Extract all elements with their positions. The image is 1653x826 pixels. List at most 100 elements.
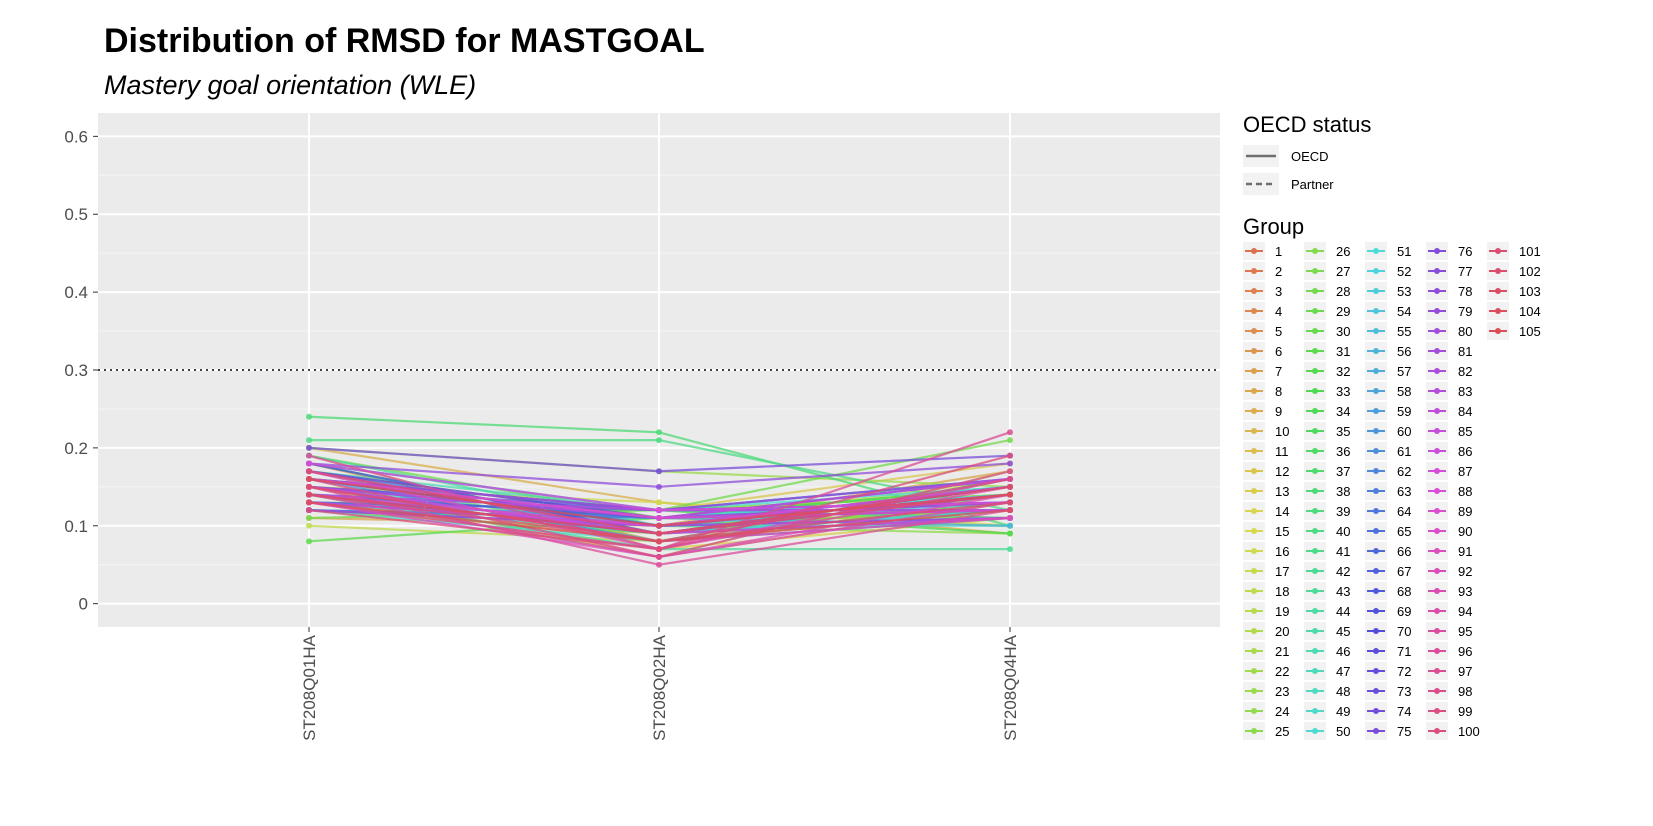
legend-group-point (1373, 368, 1379, 374)
data-point (306, 413, 312, 420)
legend-group-label: 53 (1397, 284, 1411, 299)
legend-group-point (1251, 388, 1257, 394)
legend-group-label: 82 (1458, 364, 1472, 379)
data-point (656, 483, 662, 490)
legend-group-point (1373, 308, 1379, 314)
legend-group-point (1373, 248, 1379, 254)
legend-group-label: 84 (1458, 404, 1472, 419)
legend-group-point (1434, 268, 1440, 274)
legend-group-point (1251, 568, 1257, 574)
data-point (306, 468, 312, 475)
legend-group-label: 80 (1458, 324, 1472, 339)
legend-group-label: 75 (1397, 724, 1411, 739)
legend-group-point (1434, 408, 1440, 414)
legend-group-point (1312, 728, 1318, 734)
legend-group-label: 51 (1397, 244, 1411, 259)
legend-group-label: 34 (1336, 404, 1350, 419)
chart-title: Distribution of RMSD for MASTGOAL (104, 22, 705, 60)
legend-group-point (1373, 328, 1379, 334)
data-point (656, 468, 662, 475)
legend-group-label: 23 (1275, 684, 1289, 699)
legend-group-label: 96 (1458, 644, 1472, 659)
legend-group-label: 4 (1275, 304, 1282, 319)
legend-group-label: 91 (1458, 544, 1472, 559)
legend-group-label: 100 (1458, 724, 1480, 739)
legend-group-point (1373, 688, 1379, 694)
linetype-legend-title: OECD status (1243, 112, 1372, 137)
legend-group-label: 86 (1458, 444, 1472, 459)
legend-group-point (1312, 628, 1318, 634)
legend-group-point (1312, 388, 1318, 394)
data-point (1007, 491, 1013, 498)
legend-group-label: 22 (1275, 664, 1289, 679)
chart-subtitle: Mastery goal orientation (WLE) (104, 70, 477, 100)
legend-group-label: 43 (1336, 584, 1350, 599)
legend-group-point (1312, 328, 1318, 334)
legend-group-point (1434, 608, 1440, 614)
legend-group-label: 8 (1275, 384, 1282, 399)
data-point (656, 514, 662, 521)
legend-group-label: 3 (1275, 284, 1282, 299)
legend-group-point (1434, 468, 1440, 474)
legend-group-point (1251, 608, 1257, 614)
legend-group-label: 9 (1275, 404, 1282, 419)
legend-group-point (1312, 308, 1318, 314)
legend-group-point (1495, 248, 1501, 254)
y-tick-label: 0.3 (64, 361, 88, 380)
legend-group-label: 12 (1275, 464, 1289, 479)
legend-group-point (1251, 248, 1257, 254)
legend-group-point (1312, 548, 1318, 554)
legend-group-label: 103 (1519, 284, 1541, 299)
legend-group-point (1495, 328, 1501, 334)
x-tick-label: ST208Q01HA (300, 634, 319, 740)
legend-group-label: 14 (1275, 504, 1289, 519)
y-tick-label: 0.5 (64, 205, 88, 224)
legend-group-label: 99 (1458, 704, 1472, 719)
legend-group-point (1434, 568, 1440, 574)
data-point (1007, 546, 1013, 553)
legend-group-label: 71 (1397, 644, 1411, 659)
data-point (1007, 476, 1013, 483)
legend-group-point (1373, 408, 1379, 414)
legend-group-point (1312, 468, 1318, 474)
legend-group-label: 68 (1397, 584, 1411, 599)
legend-group-label: 1 (1275, 244, 1282, 259)
legend-group-label: 35 (1336, 424, 1350, 439)
data-point (656, 429, 662, 436)
data-point (1007, 483, 1013, 490)
data-point (1007, 522, 1013, 529)
legend-group-label: 37 (1336, 464, 1350, 479)
legend-group-point (1373, 568, 1379, 574)
legend-linetype-label: Partner (1291, 177, 1334, 192)
legend-group-label: 13 (1275, 484, 1289, 499)
legend-group-point (1251, 508, 1257, 514)
legend-group-point (1312, 568, 1318, 574)
legend-group-point (1251, 328, 1257, 334)
y-tick-label: 0.1 (64, 517, 88, 536)
legend-group-point (1312, 608, 1318, 614)
legend-group-point (1373, 528, 1379, 534)
legend-group-point (1251, 348, 1257, 354)
legend-group-point (1312, 428, 1318, 434)
legend-group-label: 66 (1397, 544, 1411, 559)
y-tick-label: 0 (79, 595, 88, 614)
y-tick-label: 0.4 (64, 283, 88, 302)
legend-group-label: 54 (1397, 304, 1411, 319)
legend-group-label: 47 (1336, 664, 1350, 679)
legend-group-point (1251, 688, 1257, 694)
data-point (306, 499, 312, 506)
legend-group-point (1373, 428, 1379, 434)
legend-group-label: 81 (1458, 344, 1472, 359)
legend-group-label: 25 (1275, 724, 1289, 739)
legend-group-label: 83 (1458, 384, 1472, 399)
legend-group-point (1434, 388, 1440, 394)
legend-group-point (1495, 288, 1501, 294)
data-point (306, 507, 312, 514)
legend-group-label: 97 (1458, 664, 1472, 679)
legend-group-point (1434, 728, 1440, 734)
legend-group-point (1434, 248, 1440, 254)
legend-group-point (1434, 628, 1440, 634)
legend-group-label: 95 (1458, 624, 1472, 639)
group-legend-title: Group (1243, 214, 1305, 239)
